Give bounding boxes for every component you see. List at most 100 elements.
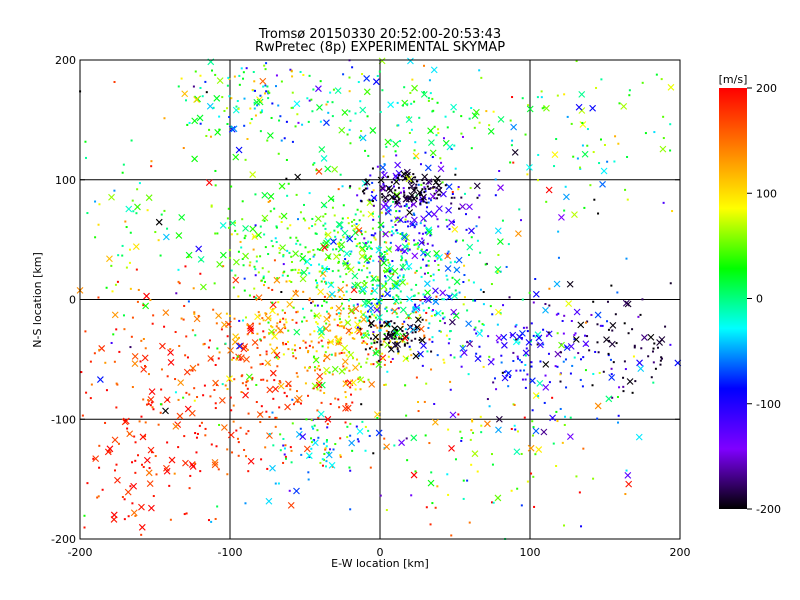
data-point-dot [316, 409, 319, 412]
data-point-x [516, 333, 523, 341]
data-point-dot [369, 247, 372, 250]
data-point-dot [282, 253, 285, 256]
data-point-x [146, 480, 154, 488]
data-point-dot [299, 427, 302, 430]
data-point-dot [391, 225, 394, 228]
data-point-dot [515, 323, 518, 326]
data-point-x [409, 220, 417, 228]
data-point-x [338, 367, 346, 375]
data-point-dot [627, 332, 630, 335]
data-point-dot [626, 198, 629, 201]
data-point-dot [323, 205, 326, 208]
data-point-x [241, 343, 249, 350]
data-point-x [197, 256, 205, 263]
data-point-dot [536, 343, 539, 346]
data-point-dot [264, 280, 267, 283]
data-point-dot [154, 455, 157, 458]
data-point-dot [408, 131, 411, 134]
data-point-dot [367, 378, 370, 381]
data-point-x [350, 379, 357, 386]
data-point-dot [324, 222, 327, 225]
data-point-dot [270, 116, 273, 119]
data-point-dot [390, 337, 393, 340]
data-point-dot [228, 379, 231, 382]
data-point-dot [424, 434, 427, 437]
data-point-dot [358, 136, 361, 139]
data-point-x [138, 503, 145, 511]
data-point-x [373, 306, 381, 314]
data-point-dot [290, 69, 293, 72]
data-point-x [417, 350, 424, 358]
data-point-x [189, 364, 197, 372]
data-point-x [337, 286, 344, 294]
data-point-dot [312, 88, 315, 91]
data-point-dot [640, 347, 643, 350]
data-point-dot [430, 315, 433, 318]
data-point-dot [371, 227, 374, 230]
data-point-dot [129, 231, 132, 234]
data-point-x [403, 168, 411, 176]
data-point-dot [654, 367, 657, 370]
data-point-dot [401, 104, 404, 107]
data-point-dot [282, 317, 285, 320]
data-point-dot [152, 408, 155, 411]
data-point-dot [199, 74, 202, 77]
data-point-dot [523, 369, 526, 372]
data-point-dot [315, 286, 318, 289]
data-point-dot [395, 294, 398, 297]
data-point-dot [452, 311, 455, 314]
data-point-dot [368, 347, 371, 350]
data-point-x [114, 476, 121, 484]
data-point-dot [322, 215, 325, 218]
data-point-dot [163, 325, 166, 328]
data-point-dot [496, 341, 499, 344]
data-point-dot [308, 366, 311, 369]
data-point-x [372, 333, 380, 341]
data-point-x [295, 430, 303, 438]
data-point-dot [118, 350, 121, 353]
data-point-dot [418, 339, 421, 342]
data-point-x [232, 333, 239, 341]
data-point-dot [325, 465, 328, 468]
data-point-dot [286, 249, 289, 252]
data-point-x [264, 359, 272, 367]
data-point-x [453, 266, 461, 274]
data-point-dot [505, 265, 508, 268]
data-point-dot [537, 153, 540, 156]
data-point-dot [214, 402, 217, 405]
data-point-dot [248, 264, 251, 267]
data-point-dot [337, 312, 340, 315]
data-point-x [361, 281, 368, 289]
data-point-dot [332, 198, 335, 201]
data-point-dot [496, 270, 499, 273]
data-point-dot [325, 267, 328, 270]
data-point-dot [174, 391, 177, 394]
data-point-x [362, 332, 370, 339]
data-point-dot [403, 320, 406, 323]
data-point-dot [526, 173, 529, 176]
data-point-x [357, 376, 365, 384]
x-tick-label: -100 [218, 546, 243, 559]
data-point-dot [364, 256, 367, 259]
data-point-dot [376, 361, 379, 364]
data-point-x [525, 338, 533, 346]
data-point-dot [532, 426, 535, 429]
data-point-dot [122, 163, 125, 166]
data-point-dot [289, 68, 292, 71]
data-point-dot [445, 218, 448, 221]
data-point-x [293, 487, 300, 495]
data-point-dot [470, 429, 473, 432]
data-point-dot [364, 254, 367, 257]
data-point-dot [370, 247, 373, 250]
data-point-dot [316, 284, 319, 287]
data-point-dot [368, 434, 371, 437]
data-point-dot [327, 341, 330, 344]
data-point-dot [574, 332, 577, 335]
x-tick-label: 0 [377, 546, 384, 559]
data-point-x [460, 349, 468, 357]
data-point-dot [245, 432, 248, 435]
data-point-dot [237, 336, 240, 339]
data-point-x [196, 114, 204, 122]
data-point-dot [335, 313, 338, 316]
